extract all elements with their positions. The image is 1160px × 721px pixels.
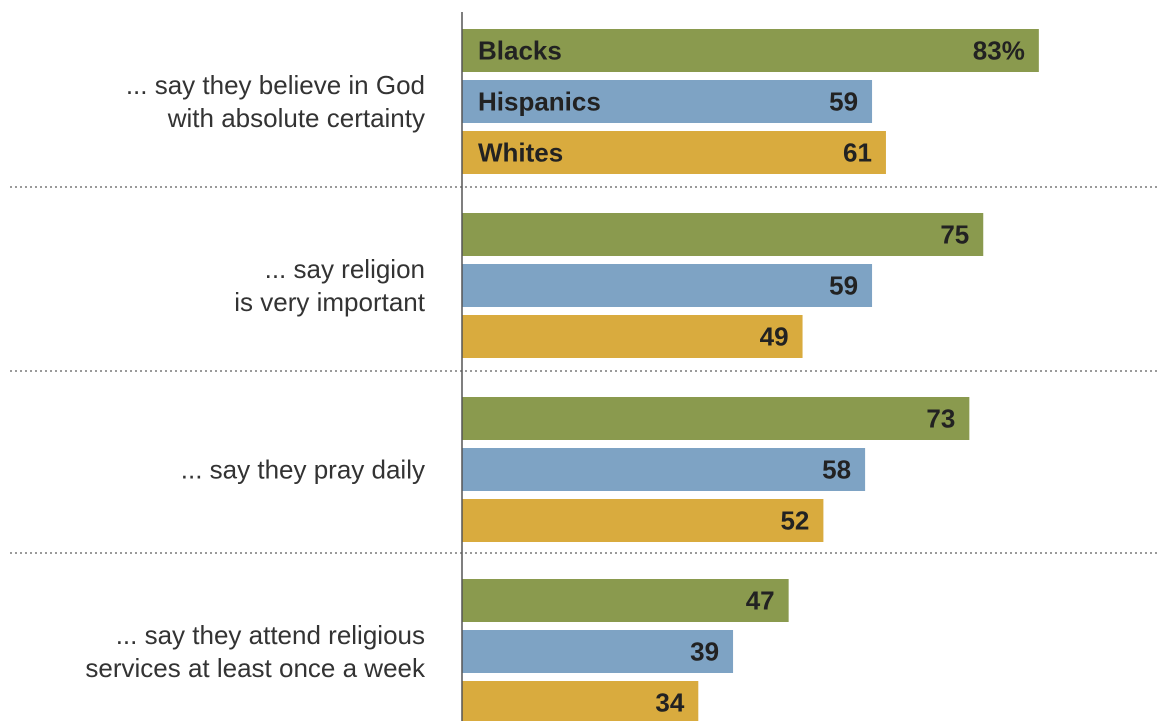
series-label-blacks: Blacks (478, 36, 562, 66)
value-label-blacks-2: 75 (940, 220, 969, 250)
value-label-hispanics-4: 39 (690, 637, 719, 667)
bar-hispanics-2 (462, 264, 873, 307)
bar-whites-2 (462, 315, 803, 358)
category-label-4-line-2: services at least once a week (85, 653, 426, 683)
bar-blacks-2 (462, 213, 984, 256)
bar-blacks-4 (462, 579, 789, 622)
bar-blacks-1 (462, 29, 1039, 72)
category-label-4-line-1: ... say they attend religious (116, 620, 425, 650)
series-label-hispanics: Hispanics (478, 87, 601, 117)
value-label-hispanics-3: 58 (822, 455, 851, 485)
bar-hispanics-1 (462, 80, 873, 123)
value-label-hispanics-1: 59 (829, 87, 858, 117)
category-label-2-line-2: is very important (234, 287, 425, 317)
category-label-1-line-1: ... say they believe in God (126, 70, 425, 100)
value-label-whites-1: 61 (843, 138, 872, 168)
value-label-blacks-4: 47 (746, 586, 775, 616)
series-label-whites: Whites (478, 138, 563, 168)
bar-hispanics-4 (462, 630, 734, 673)
category-label-2-line-1: ... say religion (265, 254, 425, 284)
category-label-1-line-2: with absolute certainty (167, 103, 425, 133)
value-label-blacks-1: 83% (973, 36, 1025, 66)
value-label-whites-3: 52 (780, 506, 809, 536)
bar-whites-3 (462, 499, 824, 542)
value-label-whites-2: 49 (760, 322, 789, 352)
bar-hispanics-3 (462, 448, 866, 491)
category-label-3-line-1: ... say they pray daily (181, 455, 425, 485)
bar-whites-1 (462, 131, 886, 174)
bar-blacks-3 (462, 397, 970, 440)
bar-whites-4 (462, 681, 699, 721)
value-label-whites-4: 34 (655, 688, 684, 718)
value-label-blacks-3: 73 (926, 404, 955, 434)
value-label-hispanics-2: 59 (829, 271, 858, 301)
